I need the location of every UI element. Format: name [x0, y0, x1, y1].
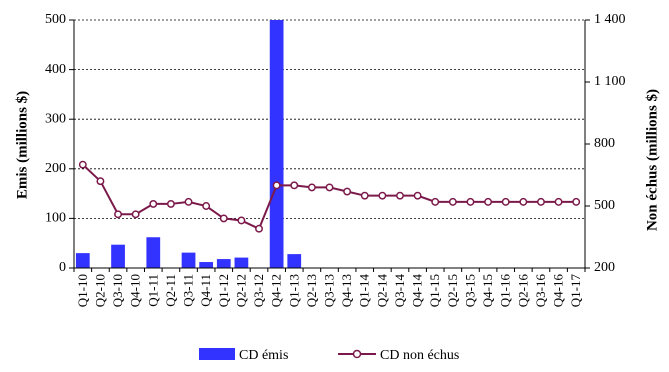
- left-axis-tick-labels: 0 100 200 300 400 500: [45, 12, 66, 275]
- x-tick-label: Q1-14: [357, 274, 372, 308]
- bar: [269, 20, 284, 268]
- line-point: [237, 216, 246, 225]
- x-tick-label: Q3-12: [251, 274, 266, 307]
- bar: [111, 244, 125, 268]
- bar: [75, 253, 90, 268]
- x-tick-label: Q4-15: [480, 274, 495, 307]
- x-tick-label: Q1-11: [145, 274, 160, 307]
- line-point: [202, 202, 211, 210]
- x-tick-label: Q4-11: [198, 274, 213, 307]
- right-tick-label: 800: [594, 136, 615, 151]
- left-tick-label: 0: [59, 260, 66, 275]
- bar: [199, 262, 214, 268]
- axes: [69, 19, 590, 272]
- x-tick-label: Q4-14: [410, 274, 425, 308]
- line-point: [325, 183, 334, 192]
- left-axis-title: Emis (millions $): [14, 91, 30, 199]
- line-point: [307, 183, 316, 192]
- x-axis-tick-labels: Q1-10 Q2-10 Q3-10 Q4-10 Q1-11 Q2-11 Q3-11 Q4-11…: [75, 274, 583, 308]
- x-tick-label: Q4-10: [128, 274, 143, 307]
- line-point: [572, 197, 581, 206]
- line-point: [396, 191, 404, 200]
- x-tick-label: Q3-15: [462, 274, 477, 307]
- line-point: [131, 210, 140, 219]
- right-tick-label: 1 400: [594, 12, 626, 27]
- x-tick-label: Q2-10: [92, 274, 107, 307]
- x-tick-label: Q4-13: [339, 274, 354, 307]
- line-point: [166, 199, 175, 208]
- x-tick-label: Q3-14: [392, 274, 407, 308]
- bar: [287, 254, 302, 268]
- line-point: [272, 181, 281, 190]
- line-point: [554, 197, 563, 206]
- line-series: [78, 160, 581, 233]
- right-tick-label: 200: [594, 260, 615, 275]
- x-tick-label: Q2-15: [445, 274, 460, 307]
- x-tick-label: Q3-10: [110, 274, 125, 307]
- left-tick-label: 500: [45, 12, 66, 27]
- legend-label-cd-non-echus: CD non échus: [380, 348, 459, 363]
- line-point: [149, 199, 158, 208]
- right-axis-title: Non échus (millions $): [644, 89, 660, 231]
- x-tick-label: Q1-10: [75, 274, 90, 307]
- legend-marker-cd-non-echus: [352, 349, 362, 359]
- x-tick-label: Q1-17: [568, 274, 583, 308]
- gridlines: [74, 19, 585, 219]
- legend: CD émis CD non échus: [199, 348, 459, 363]
- x-tick-label: Q2-16: [515, 274, 530, 308]
- line-point: [290, 181, 299, 190]
- x-tick-label: Q2-13: [304, 274, 319, 307]
- x-tick-label: Q1-15: [427, 274, 442, 307]
- line-point: [466, 197, 475, 206]
- line-point: [255, 224, 263, 233]
- bar: [234, 257, 249, 268]
- left-tick-label: 200: [45, 161, 66, 176]
- line-point: [219, 214, 228, 223]
- x-tick-label: Q2-11: [163, 274, 178, 307]
- x-tick-label: Q4-12: [269, 274, 284, 307]
- line-point: [114, 210, 123, 219]
- left-tick-label: 400: [45, 62, 66, 77]
- x-tick-label: Q1-13: [286, 274, 301, 307]
- bar-series: [75, 20, 302, 268]
- line-point: [413, 191, 422, 200]
- line-point: [360, 191, 369, 200]
- right-axis-tick-labels: 200 500 800 1 100 1 400: [594, 12, 626, 275]
- line-point: [378, 191, 387, 200]
- x-tick-label: Q1-12: [216, 274, 231, 307]
- line-path: [82, 163, 577, 231]
- x-tick-label: Q4-16: [551, 274, 566, 308]
- x-tick-label: Q2-12: [233, 274, 248, 307]
- line-point: [448, 197, 457, 206]
- line-point: [519, 197, 528, 206]
- line-point: [431, 197, 440, 206]
- x-tick-label: Q2-14: [374, 274, 389, 308]
- x-tick-label: Q3-11: [181, 274, 196, 307]
- line-point: [484, 197, 493, 206]
- bar: [146, 237, 161, 268]
- legend-swatch-cd-emis: [199, 348, 235, 360]
- x-tick-label: Q3-16: [533, 274, 548, 308]
- line-point: [78, 160, 87, 169]
- line-point: [501, 197, 510, 206]
- left-tick-label: 100: [45, 211, 66, 226]
- right-tick-label: 1 100: [594, 74, 626, 89]
- left-tick-label: 300: [45, 111, 66, 126]
- line-point: [96, 177, 105, 186]
- bar: [216, 259, 231, 268]
- line-point: [343, 187, 352, 196]
- bar: [181, 252, 196, 268]
- legend-label-cd-emis: CD émis: [239, 348, 288, 363]
- line-point: [184, 197, 193, 206]
- x-tick-label: Q3-13: [322, 274, 337, 307]
- line-point: [536, 197, 545, 206]
- x-tick-label: Q1-16: [498, 274, 513, 308]
- right-tick-label: 500: [594, 198, 615, 213]
